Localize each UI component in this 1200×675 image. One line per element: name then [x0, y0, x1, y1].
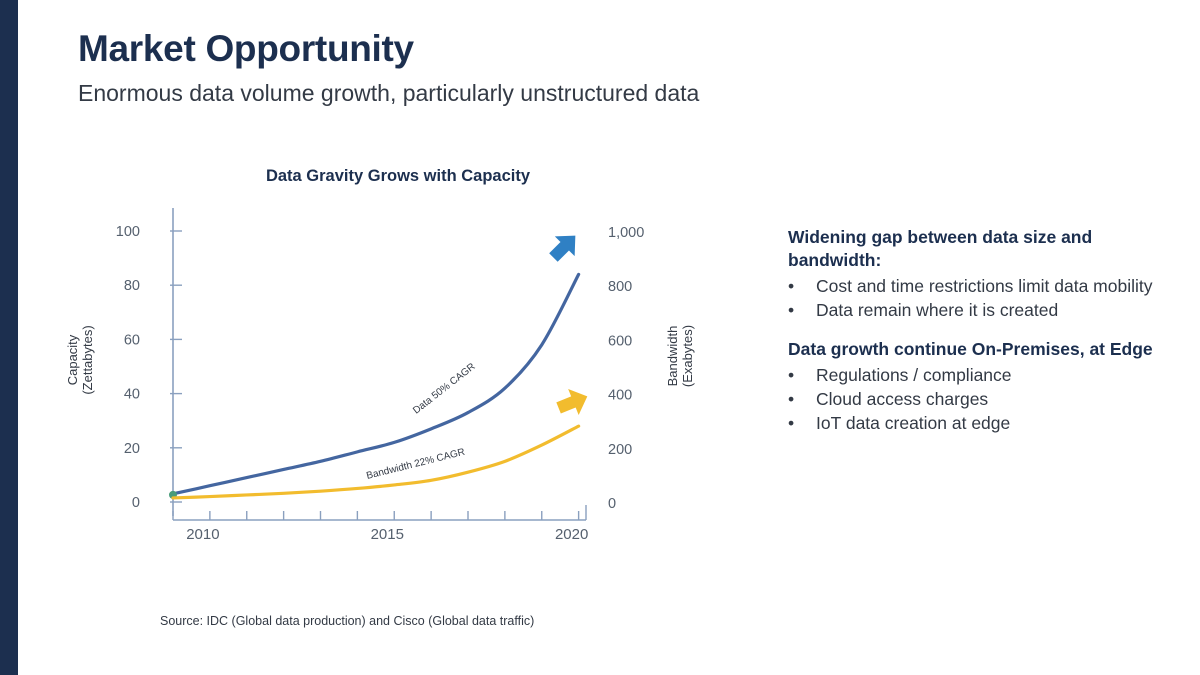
- y-left-tick-label: 40: [124, 387, 140, 403]
- point-group-bandwidth-gap: Widening gap between data size and bandw…: [788, 226, 1168, 322]
- y-axis-right-title-line1: Bandwidth: [665, 326, 680, 387]
- growth-chart: Data Gravity Grows with Capacity 0 20 40 60…: [65, 167, 695, 543]
- bullet-text: IoT data creation at edge: [816, 413, 1011, 433]
- bullet-item: • Cost and time restrictions limit data m…: [788, 275, 1168, 298]
- bullet-dot-icon: •: [788, 389, 795, 409]
- source-note: Source: IDC (Global data production) and…: [160, 614, 535, 628]
- y-right-tick-label: 1,000: [608, 225, 644, 241]
- y-right-tick-label: 400: [608, 388, 632, 404]
- bullet-item: • Data remain where it is created: [788, 299, 1168, 322]
- chart-axes: 0 20 40 60 80 100 0 200 400 600 800 1,000 2010 2015 20…: [65, 208, 695, 543]
- bullet-text: Cost and time restrictions limit data mo…: [816, 276, 1153, 296]
- bullet-dot-icon: •: [788, 276, 795, 296]
- arrow-shape: [556, 389, 588, 415]
- y-left-tick-label: 20: [124, 441, 140, 457]
- y-right-tick-label: 800: [608, 279, 632, 295]
- bullet-dot-icon: •: [788, 413, 795, 433]
- x-tick-label: 2020: [555, 526, 588, 543]
- trend-arrow-bandwidth-icon: [556, 389, 588, 415]
- chart-series-layer: [169, 235, 588, 500]
- point-group-heading: Widening gap between data size and bandw…: [788, 227, 1093, 270]
- y-left-tick-label: 100: [116, 224, 140, 240]
- key-points: Widening gap between data size and bandw…: [788, 226, 1168, 436]
- y-axis-left-title: Capacity (Zettabytes): [65, 325, 95, 394]
- bullet-item: • IoT data creation at edge: [788, 412, 1168, 435]
- point-group-edge-growth: Data growth continue On-Premises, at Edg…: [788, 338, 1168, 435]
- x-tick-label: 2015: [371, 526, 404, 543]
- y-left-tick-label: 80: [124, 278, 140, 294]
- bullet-text: Regulations / compliance: [816, 365, 1012, 385]
- y-left-tick-label: 60: [124, 332, 140, 348]
- slide-accent-bar: [0, 0, 18, 675]
- arrow-shape: [549, 235, 576, 262]
- point-group-heading: Data growth continue On-Premises, at Edg…: [788, 339, 1153, 359]
- y-right-tick-label: 600: [608, 333, 632, 349]
- trend-arrow-data-icon: [549, 235, 576, 262]
- bullet-item: • Cloud access charges: [788, 388, 1168, 411]
- y-axis-right-title: Bandwidth (Exabytes): [665, 325, 695, 387]
- y-axis-right-title-line2: (Exabytes): [680, 325, 695, 387]
- slide-title: Market Opportunity: [78, 28, 414, 69]
- y-right-tick-label: 0: [608, 496, 616, 512]
- y-right-tick-label: 200: [608, 442, 632, 458]
- slide-subtitle: Enormous data volume growth, particularl…: [78, 80, 700, 106]
- bullet-dot-icon: •: [788, 365, 795, 385]
- bullet-dot-icon: •: [788, 300, 795, 320]
- bullet-text: Cloud access charges: [816, 389, 989, 409]
- series-line-data: [171, 272, 581, 496]
- bullet-text: Data remain where it is created: [816, 300, 1059, 320]
- y-axis-left-title-line1: Capacity: [65, 334, 80, 385]
- series-label-data: Data 50% CAGR: [411, 361, 477, 416]
- chart-title: Data Gravity Grows with Capacity: [266, 167, 531, 185]
- bullet-item: • Regulations / compliance: [788, 364, 1168, 387]
- series-line-bandwidth: [171, 424, 581, 500]
- y-axis-left-title-line2: (Zettabytes): [80, 325, 95, 394]
- y-left-tick-label: 0: [132, 495, 140, 511]
- x-tick-label: 2010: [186, 526, 219, 543]
